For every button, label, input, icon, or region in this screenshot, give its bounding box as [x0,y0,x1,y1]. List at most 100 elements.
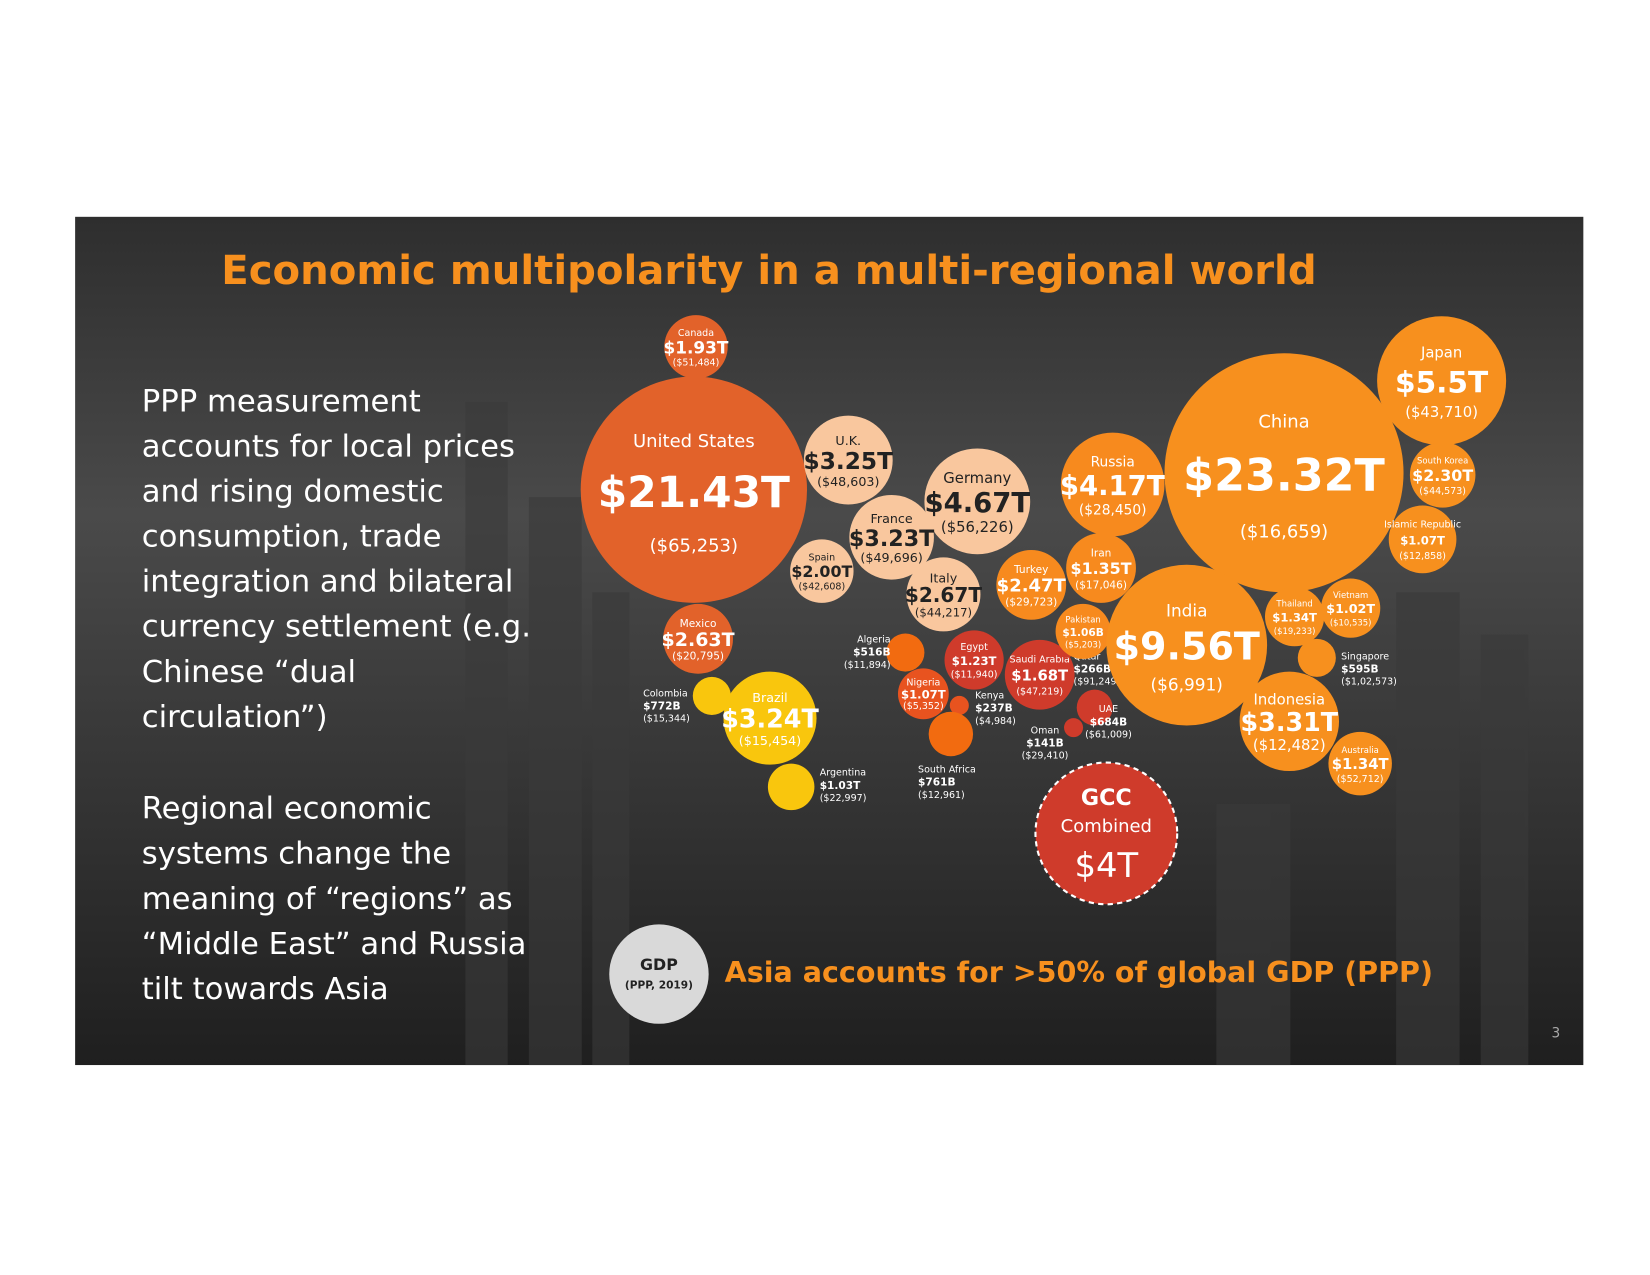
country-name: Spain [809,552,836,563]
body-text: tilt towards Asia [142,972,389,1007]
country-gdp: $21.43T [598,468,790,517]
country-bubble [1164,353,1404,593]
country-name: Australia [1341,745,1378,755]
country-per-capita: ($56,226) [941,519,1014,536]
country-bubble [1055,603,1111,659]
country-per-capita: ($91,249) [1074,677,1121,688]
slide-background [75,216,1584,1066]
country-per-capita: ($4,984) [975,716,1016,727]
country-bubble [723,671,817,765]
country-per-capita: ($12,858) [1399,551,1446,562]
country-name: China [1258,412,1309,433]
country-bubble [1388,505,1457,574]
country-name: Islamic Republic [1384,520,1461,531]
country-per-capita: ($15,344) [643,714,690,725]
legend-subtitle: (PPP, 2019) [625,980,693,992]
country-gdp: $772B [643,701,680,713]
country-bubble [1239,671,1340,772]
country-bubble [664,315,728,379]
country-gdp: $1.35T [1071,559,1132,578]
country-per-capita: ($51,484) [673,357,720,368]
legend-title: GDP [640,955,678,974]
country-gdp: $2.47T [997,576,1067,597]
country-name: Argentina [820,768,866,779]
country-bubble [692,676,731,715]
country-bubble [924,448,1031,555]
country-name: Singapore [1341,651,1389,662]
country-bubble [949,695,969,715]
country-gdp: $1.06B [1062,627,1103,639]
country-name: Mexico [680,618,717,630]
country-gdp: $2.00T [791,562,852,581]
country-gdp: $2.63T [662,629,735,651]
country-per-capita: ($52,712) [1337,774,1384,785]
country-bubble [1076,689,1113,726]
country-bubble [1297,638,1336,677]
country-per-capita: ($1,02,573) [1341,677,1397,688]
bubbles: Canada$1.93T($51,484) United States $21.43… [580,315,1507,811]
country-per-capita: ($29,410) [1022,751,1069,762]
country-bubble [944,630,1004,690]
country-bubble [1004,639,1075,710]
country-per-capita: ($42,608) [798,581,845,592]
body-text: integration and bilateral [142,565,514,600]
country-per-capita: ($16,659) [1240,522,1328,543]
country-gdp: $3.25T [804,448,894,475]
country-per-capita: ($44,573) [1419,486,1466,497]
country-name: Germany [943,470,1011,487]
country-gdp: $1.02T [1326,601,1375,616]
country-gdp: $761B [918,777,955,789]
gcc-bubble [1034,761,1179,906]
country-bubble [886,633,925,672]
country-gdp: $516B [853,647,890,659]
country-name: United States [633,431,755,452]
country-name: Kenya [975,690,1004,701]
body-text: PPP measurement [142,384,421,419]
country-bubble [767,763,815,811]
country-name: South Africa [918,764,976,775]
body-text: “Middle East” and Russia [142,927,527,962]
country-per-capita: ($20,795) [672,650,724,662]
gcc-gdp: $4T [1074,846,1138,885]
country-per-capita: ($10,535) [1330,617,1372,627]
country-bubble [1409,442,1476,508]
slide-title: Economic multipolarity in a multi-region… [221,248,1316,294]
country-gdp: $3.23T [849,526,935,552]
country-gdp: $1.68T [1011,668,1069,685]
country-per-capita: ($49,696) [860,550,922,565]
country-name: Turkey [1013,564,1048,576]
country-gdp: $1.93T [663,337,728,357]
country-per-capita: ($43,710) [1405,404,1478,421]
country-per-capita: ($22,997) [820,793,867,804]
country-name: Thailand [1275,599,1312,609]
country-gdp: $3.24T [721,703,819,733]
country-bubble [996,549,1067,620]
country-name: UAE [1099,704,1118,715]
country-per-capita: ($44,217) [915,605,972,619]
country-gdp: $266B [1074,663,1111,675]
caption: Asia accounts for >50% of global GDP (PP… [725,955,1433,989]
country-per-capita: ($61,009) [1085,730,1132,741]
country-per-capita: ($28,450) [1079,502,1147,518]
country-gdp: $23.32T [1183,451,1385,502]
country-bubble [1106,564,1268,726]
country-gdp: $9.56T [1114,625,1260,669]
country-name: Vietnam [1333,590,1368,600]
country-name: Saudi Arabia [1010,655,1070,666]
country-bubble [1321,578,1381,638]
country-bubble [1066,533,1136,603]
body-text: systems change the [142,837,451,872]
country-name: Algeria [857,634,890,645]
page-number: 3 [1551,1025,1560,1041]
body-text: Chinese “dual [142,655,356,690]
country-gdp: $5.5T [1395,365,1489,399]
body-text: accounts for local prices [142,430,515,465]
country-name: Oman [1031,725,1060,736]
country-gdp: $141B [1026,738,1063,750]
legend-bubble [609,924,709,1024]
country-bubble [897,668,949,720]
country-gdp: $4.17T [1060,470,1166,502]
country-per-capita: ($6,991) [1151,674,1223,694]
country-name: Russia [1091,455,1135,471]
